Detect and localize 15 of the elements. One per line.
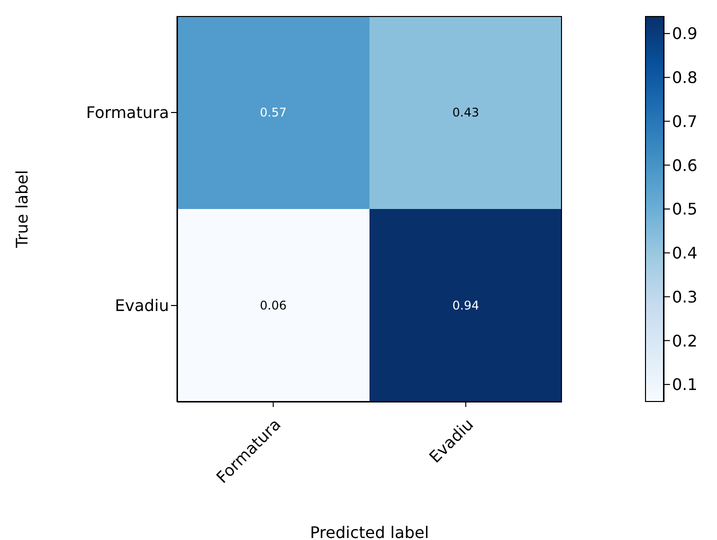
color-bar-label: 0.9 xyxy=(672,24,698,44)
x-axis-title: Predicted label xyxy=(310,523,429,540)
data-label: 0.57 xyxy=(260,106,287,120)
data-label: 0.43 xyxy=(452,106,480,120)
color-bar-label: 0.8 xyxy=(672,68,698,88)
data-label: 0.06 xyxy=(260,298,287,312)
color-bar-label: 0.4 xyxy=(672,244,698,263)
color-bar-label: 0.5 xyxy=(672,200,698,219)
y-axis-title: True label xyxy=(12,170,32,249)
color-bar-label: 0.1 xyxy=(672,375,698,394)
color-bar-label: 0.2 xyxy=(672,331,698,350)
data-label: 0.94 xyxy=(452,298,480,312)
color-bar-label: 0.7 xyxy=(672,112,698,131)
color-bar-label: 0.3 xyxy=(672,287,698,306)
color-bar-label: 0.6 xyxy=(672,156,698,175)
